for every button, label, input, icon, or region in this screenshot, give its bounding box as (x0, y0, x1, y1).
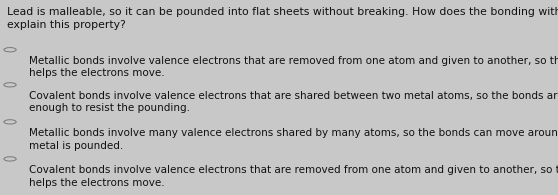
Text: Covalent bonds involve valence electrons that are shared between two metal atoms: Covalent bonds involve valence electrons… (29, 91, 558, 113)
Text: Lead is malleable, so it can be pounded into flat sheets without breaking. How d: Lead is malleable, so it can be pounded … (7, 7, 558, 30)
Text: Metallic bonds involve valence electrons that are removed from one atom and give: Metallic bonds involve valence electrons… (29, 56, 558, 78)
Text: Metallic bonds involve many valence electrons shared by many atoms, so the bonds: Metallic bonds involve many valence elec… (29, 128, 558, 151)
Text: Covalent bonds involve valence electrons that are removed from one atom and give: Covalent bonds involve valence electrons… (29, 165, 558, 188)
